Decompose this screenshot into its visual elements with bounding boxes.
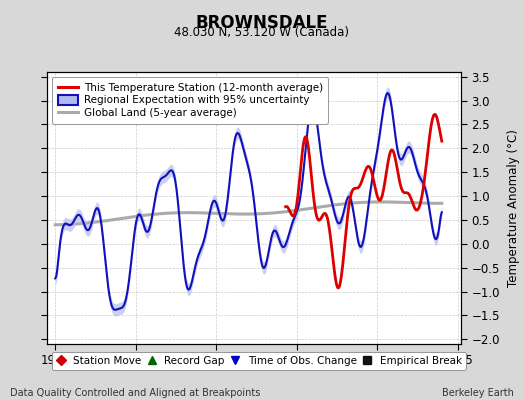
Text: Data Quality Controlled and Aligned at Breakpoints: Data Quality Controlled and Aligned at B… [10,388,261,398]
Y-axis label: Temperature Anomaly (°C): Temperature Anomaly (°C) [507,129,520,287]
Text: 48.030 N, 53.120 W (Canada): 48.030 N, 53.120 W (Canada) [174,26,350,39]
Legend: Station Move, Record Gap, Time of Obs. Change, Empirical Break: Station Move, Record Gap, Time of Obs. C… [52,352,466,370]
Text: Berkeley Earth: Berkeley Earth [442,388,514,398]
Text: BROWNSDALE: BROWNSDALE [196,14,328,32]
